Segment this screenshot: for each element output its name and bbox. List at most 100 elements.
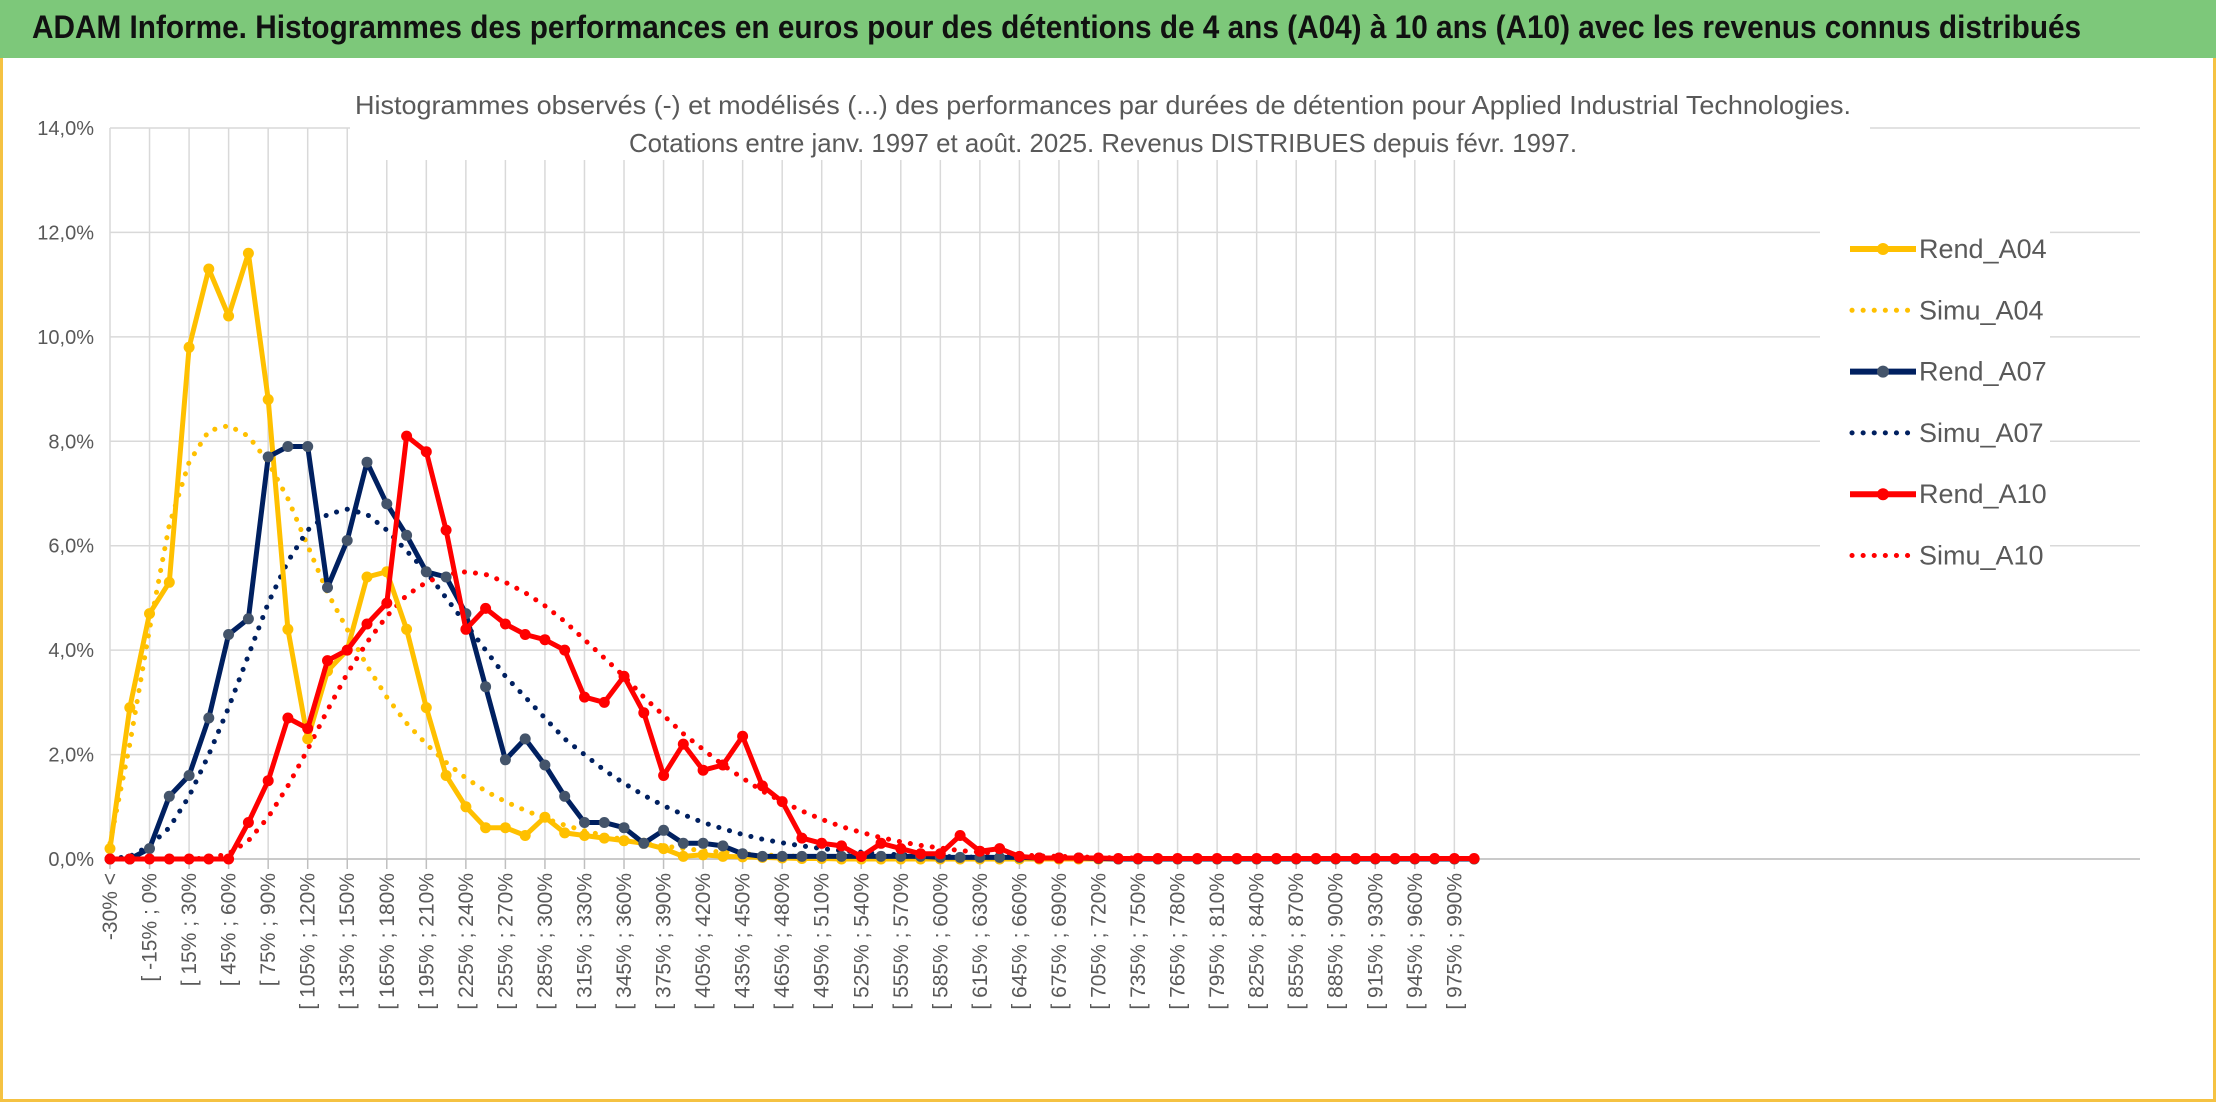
data-point [994, 843, 1006, 855]
data-point [401, 529, 413, 541]
data-point [282, 623, 294, 635]
data-point [499, 822, 511, 834]
data-point [420, 446, 432, 458]
data-point [519, 830, 531, 841]
series-rend-a10 [104, 430, 1480, 865]
x-tick-label: [ 555% ; 570% [890, 873, 913, 1010]
x-tick-label: -30% < [99, 873, 122, 940]
data-point [539, 634, 551, 646]
legend-label: Simu_A10 [1919, 541, 2044, 571]
legend-label: Rend_A07 [1919, 357, 2047, 387]
data-point [302, 723, 314, 734]
data-point [776, 796, 788, 808]
x-tick-label: [ 345% ; 360% [613, 873, 636, 1010]
data-point [302, 441, 314, 452]
series-line [110, 444, 1475, 862]
series-simu-a10 [107, 569, 1477, 862]
x-tick-label: [ 885% ; 900% [1325, 873, 1348, 1010]
data-point [242, 817, 254, 828]
x-tick-label: [ 195% ; 210% [415, 873, 438, 1010]
data-point [895, 850, 907, 862]
data-point [598, 832, 610, 844]
data-point [658, 824, 670, 836]
y-tick-label: 6,0% [48, 536, 94, 558]
data-point [638, 837, 650, 849]
legend-item-simu-a10: Simu_A10 [1849, 541, 2044, 571]
data-point [697, 764, 709, 776]
legend-marker [1877, 488, 1889, 501]
data-point [104, 843, 116, 855]
data-point [1369, 853, 1381, 864]
data-point [322, 582, 333, 593]
data-point [539, 811, 551, 823]
legend-label: Simu_A07 [1919, 418, 2044, 448]
data-point [875, 837, 887, 849]
x-tick-label: [ 585% ; 600% [929, 873, 952, 1010]
data-point [1448, 853, 1460, 864]
legend-background [1820, 228, 2050, 648]
legend-item-rend-a04: Rend_A04 [1850, 234, 2047, 264]
data-point [1290, 853, 1302, 864]
data-point [1172, 853, 1184, 864]
data-point [1211, 853, 1223, 864]
x-tick-label: [ 675% ; 690% [1048, 873, 1071, 1010]
x-tick-label: [ 945% ; 960% [1404, 873, 1427, 1010]
data-point [717, 759, 729, 771]
x-tick-label: [ 645% ; 660% [1008, 873, 1031, 1010]
data-point [361, 456, 373, 468]
x-tick-label: [ 915% ; 930% [1364, 873, 1387, 1010]
data-point [1033, 852, 1045, 864]
chart-subtitle: Cotations entre janv. 1997 et août. 2025… [629, 128, 1577, 158]
data-point [499, 754, 511, 766]
data-point [519, 629, 531, 640]
title-background [350, 86, 1870, 160]
data-point [499, 618, 511, 630]
data-point [183, 853, 195, 865]
data-point [1053, 852, 1065, 864]
data-point [183, 341, 195, 353]
x-tick-label: [ 855% ; 870% [1285, 873, 1308, 1010]
y-tick-label: 4,0% [48, 640, 94, 662]
data-point [163, 790, 175, 802]
data-point [163, 576, 175, 588]
data-point [144, 853, 155, 865]
data-point [401, 623, 413, 635]
x-tick-label: [ 615% ; 630% [969, 873, 992, 1010]
x-tick-label: [ 75% ; 90% [257, 873, 280, 986]
x-tick-label: [ 375% ; 390% [653, 873, 676, 1010]
data-point [1389, 853, 1401, 864]
x-tick-label: [ 285% ; 300% [534, 873, 557, 1010]
data-point [440, 571, 452, 583]
y-tick-label: 2,0% [48, 745, 94, 767]
data-point [875, 850, 887, 862]
legend-item-rend-a10: Rend_A10 [1850, 479, 2047, 509]
data-point [361, 571, 373, 583]
data-point [598, 817, 610, 828]
data-point [223, 310, 235, 322]
data-point [104, 853, 116, 865]
x-tick-label: [ 135% ; 150% [336, 873, 359, 1010]
data-point [1310, 853, 1322, 864]
legend-marker [1877, 365, 1889, 378]
y-tick-label: 10,0% [37, 327, 94, 349]
data-point [1191, 853, 1203, 864]
data-point [440, 770, 452, 781]
x-tick-label: [ -15% ; 0% [139, 873, 162, 982]
x-tick-label: [ 435% ; 450% [732, 873, 755, 1010]
data-point [1132, 853, 1144, 864]
data-point [677, 837, 689, 849]
data-point [1350, 853, 1361, 864]
chart-title: Histogrammes observés (-) et modélisés (… [355, 90, 1851, 120]
x-tick-label: [ 525% ; 540% [850, 873, 873, 1010]
data-point [223, 629, 235, 640]
data-point [282, 712, 294, 724]
y-tick-label: 12,0% [37, 222, 94, 244]
data-point [915, 848, 927, 860]
data-point [262, 394, 274, 405]
data-point [1270, 853, 1282, 864]
data-point [954, 830, 966, 841]
x-tick-label: [ 255% ; 270% [494, 873, 517, 1010]
data-point [124, 702, 136, 714]
series-group [104, 247, 1480, 865]
x-tick-label: [ 495% ; 510% [811, 873, 834, 1010]
